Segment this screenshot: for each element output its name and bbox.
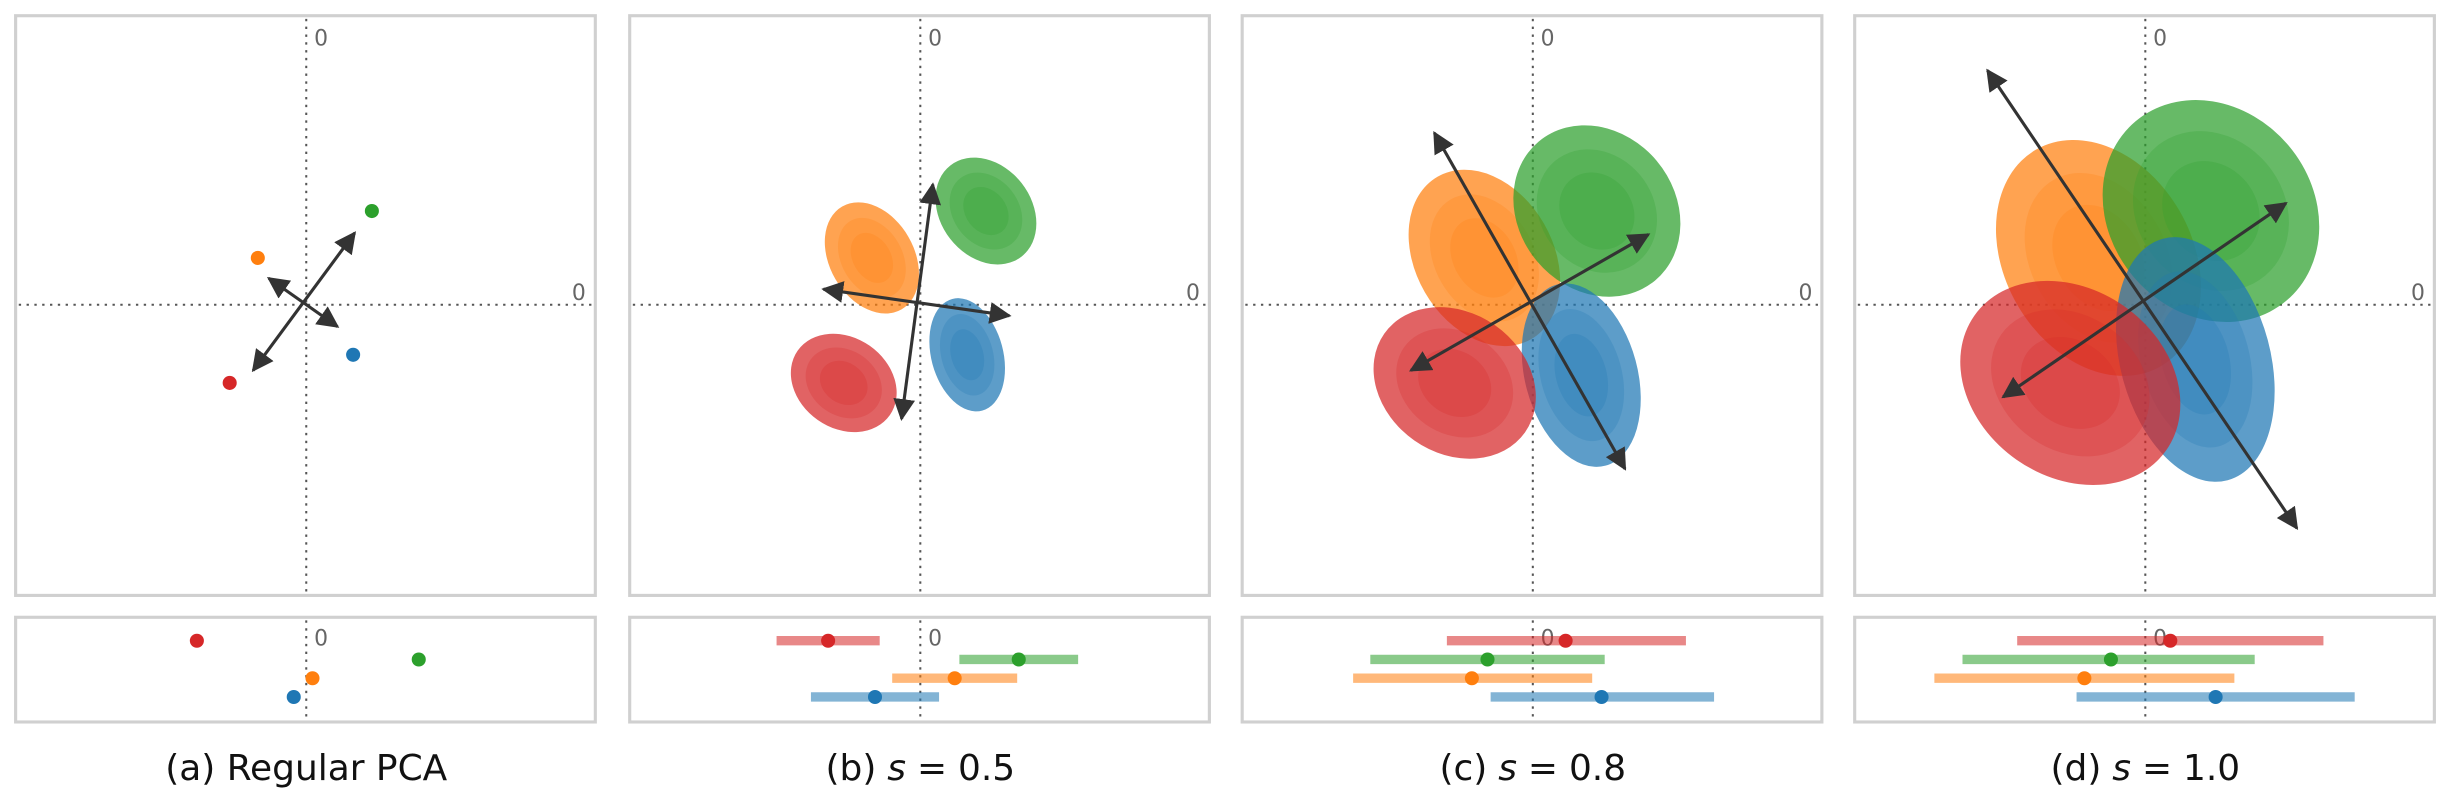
panel-frame xyxy=(14,14,597,597)
ellipse xyxy=(935,157,1037,265)
caption-letter: (b) xyxy=(826,748,877,789)
point xyxy=(867,689,883,704)
origin-label: 0 xyxy=(2153,26,2167,51)
point xyxy=(2208,689,2223,704)
arrow xyxy=(1409,233,1651,372)
origin-label: 0 xyxy=(1186,281,1200,306)
point xyxy=(305,671,320,686)
caption: (d) s = 1.0 xyxy=(2051,748,2241,789)
arrow xyxy=(893,182,942,422)
point xyxy=(346,347,361,362)
point xyxy=(947,671,962,686)
caption-param: s xyxy=(1498,748,1517,789)
point xyxy=(286,689,301,704)
point xyxy=(1558,633,1573,648)
point xyxy=(1011,652,1026,667)
panel-frame xyxy=(1853,14,2436,597)
caption-value: 0.5 xyxy=(958,748,1015,789)
caption-value: 0.8 xyxy=(1569,748,1626,789)
ellipse xyxy=(939,314,995,396)
ellipse xyxy=(805,347,882,419)
panel: 0 0 0 (a) Regular PCA xyxy=(14,14,597,789)
ellipse xyxy=(949,172,1023,250)
ellipse xyxy=(950,329,985,381)
ellipse xyxy=(819,360,868,406)
strip-frame xyxy=(628,615,1211,724)
origin-label: 0 xyxy=(928,626,942,651)
origin-label: 0 xyxy=(1798,281,1812,306)
ellipse xyxy=(963,186,1009,236)
caption-param: s xyxy=(2112,748,2131,789)
caption: (c) s = 0.8 xyxy=(1440,748,1627,789)
panel-frame xyxy=(1240,14,1824,597)
strip-frame xyxy=(1853,615,2436,724)
caption-equals: = xyxy=(2142,748,2172,789)
point xyxy=(250,250,265,265)
arrow xyxy=(251,231,356,373)
origin-label: 0 xyxy=(314,626,328,651)
point xyxy=(1594,689,1609,704)
point xyxy=(2077,671,2092,686)
origin-label: 0 xyxy=(1541,26,1555,51)
panel-frame xyxy=(628,14,1211,597)
panel: 000(d)s=1.0 xyxy=(1853,14,2436,789)
caption: (b) s = 0.5 xyxy=(826,748,1016,789)
caption-letter: (c) xyxy=(1440,748,1488,789)
point xyxy=(222,375,237,390)
caption-param: s xyxy=(887,748,906,789)
panel: 0 0 0 (b) s = 0.5 xyxy=(628,14,1211,789)
origin-label: 0 xyxy=(928,26,942,51)
point xyxy=(1464,671,1479,686)
caption-equals: = xyxy=(917,748,947,789)
point xyxy=(2103,652,2118,667)
arrow xyxy=(2001,201,2288,399)
caption-value: 1.0 xyxy=(2183,748,2240,789)
point xyxy=(821,633,836,648)
panel: 000(c)s=0.8 xyxy=(1240,14,1824,789)
point xyxy=(189,633,204,648)
point xyxy=(1480,652,1495,667)
point xyxy=(2163,633,2178,648)
ellipse xyxy=(837,217,906,298)
strip-frame xyxy=(14,615,597,724)
caption: (a) Regular PCA xyxy=(165,748,447,789)
origin-label: 0 xyxy=(572,281,586,306)
ellipse xyxy=(929,298,1005,412)
ellipse xyxy=(850,232,894,283)
point xyxy=(364,204,379,219)
ellipse xyxy=(790,333,897,433)
strip-frame xyxy=(1240,615,1824,724)
caption-text: (a) Regular PCA xyxy=(165,748,447,789)
origin-label: 0 xyxy=(2411,281,2425,306)
caption-equals: = xyxy=(1528,748,1558,789)
point xyxy=(411,652,426,667)
origin-label: 0 xyxy=(314,26,328,51)
caption-letter: (d) xyxy=(2051,748,2102,789)
